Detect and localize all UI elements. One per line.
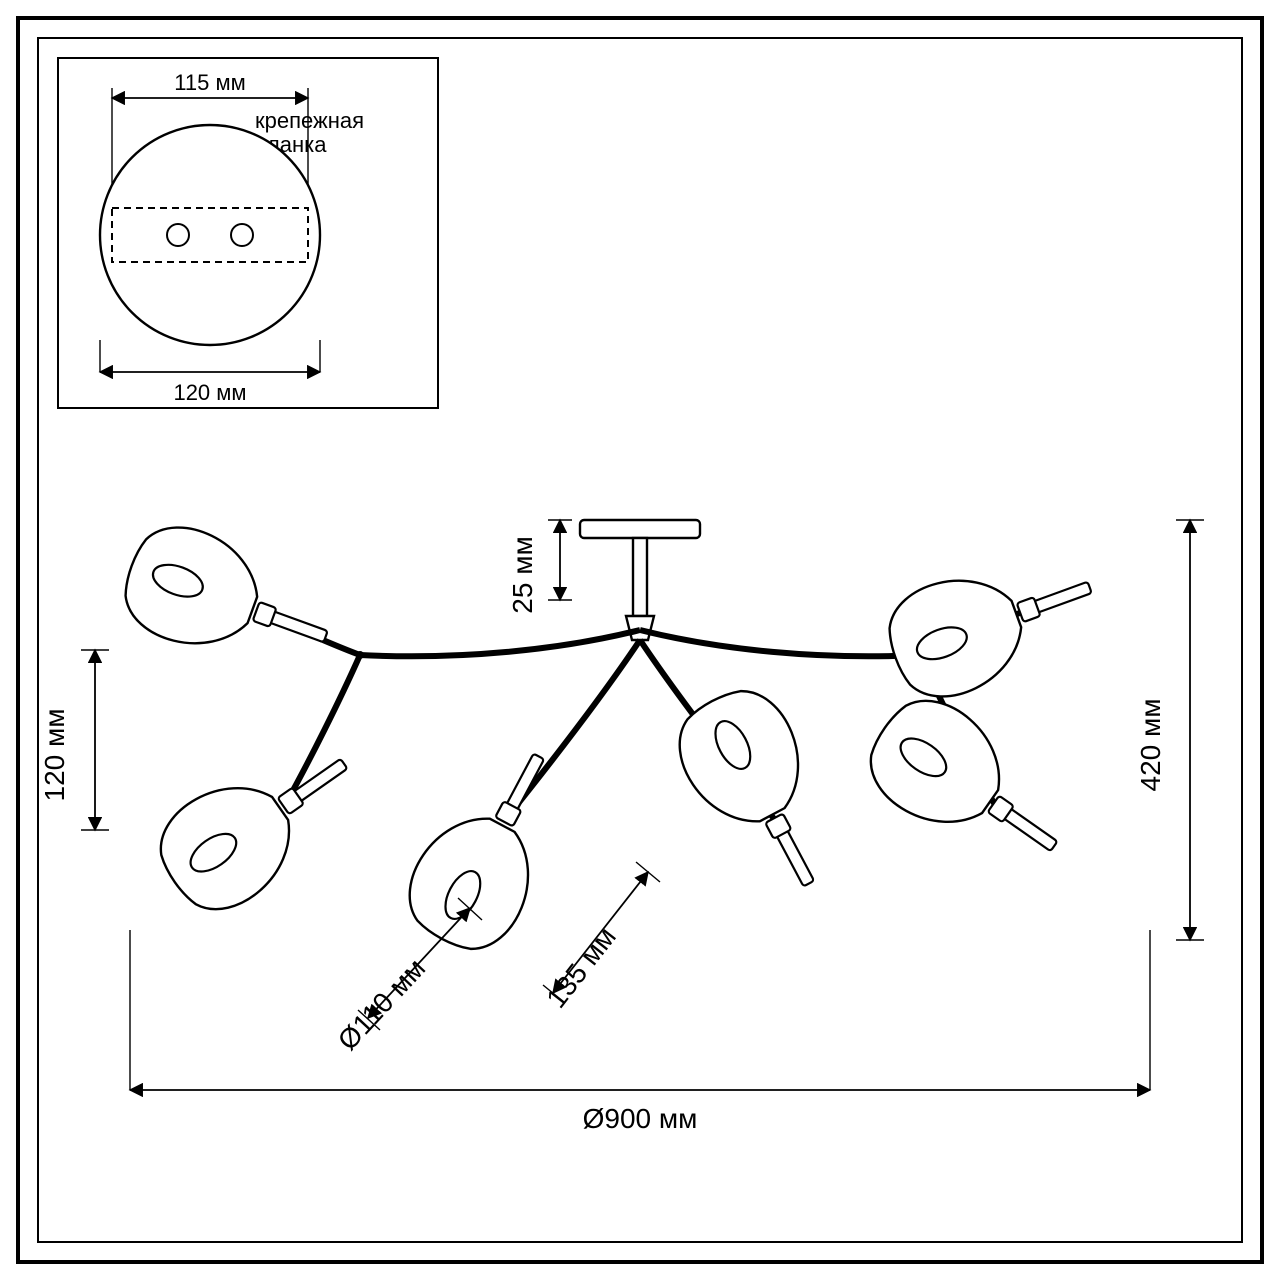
dim-420: 420 мм xyxy=(1135,699,1166,792)
lamp-3 xyxy=(392,730,588,965)
technical-drawing: 115 мм крепежная планка 120 мм xyxy=(0,0,1280,1280)
dim-d110: Ø110 мм xyxy=(332,953,432,1057)
inset-detail: 115 мм крепежная планка 120 мм xyxy=(58,58,438,408)
label-bracket-l1: крепежная xyxy=(255,108,364,133)
lamp-6 xyxy=(876,535,1109,711)
dim-inset-diameter: 120 мм xyxy=(173,380,246,405)
dim-d900: Ø900 мм xyxy=(583,1103,698,1134)
dim-135: 135 мм xyxy=(540,921,622,1013)
dim-120: 120 мм xyxy=(39,709,70,802)
lamp-2 xyxy=(143,718,377,929)
lamp-5 xyxy=(853,682,1087,893)
chandelier xyxy=(112,513,1109,965)
dim-25: 25 мм xyxy=(507,536,538,613)
dim-bracket-width: 115 мм xyxy=(174,70,245,95)
lamp-1 xyxy=(112,513,345,689)
